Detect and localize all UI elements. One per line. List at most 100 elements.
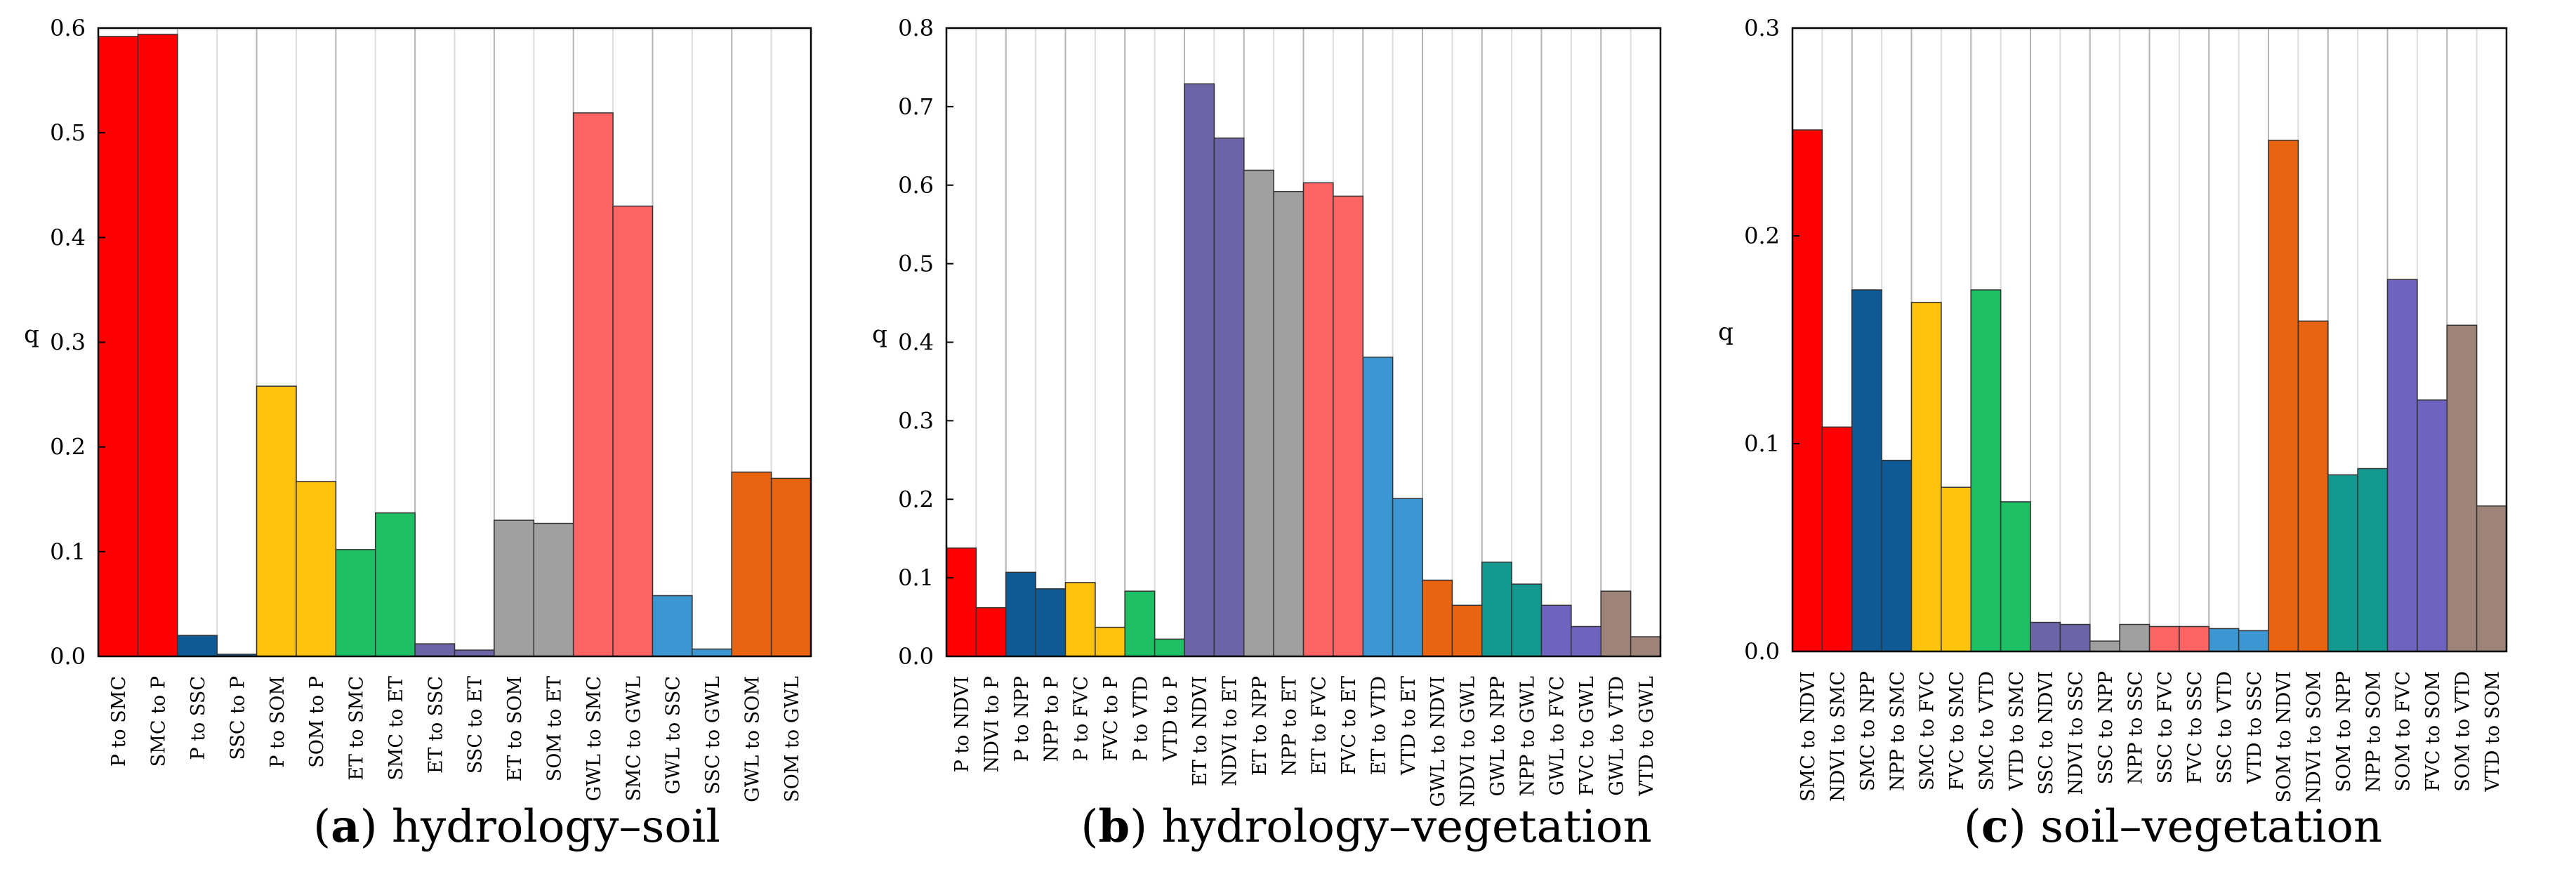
bar-fvc-to-p	[1095, 626, 1125, 657]
bar-vtd-to-gwl	[1630, 636, 1661, 657]
x-tick-label: ET to NDVI	[1189, 676, 1211, 786]
bar-smc-to-npp	[1851, 289, 1882, 652]
x-tick-label: VTD to GWL	[1636, 676, 1658, 797]
chart-panel-b: 0.0 0.1 0.2 0.3 0.4 0.5 0.6 0.7 0.8 q P to NDVI NDV…	[872, 15, 1662, 807]
x-tick-label: SOM to ET	[543, 676, 565, 781]
bar-ssc-to-fvc	[2148, 625, 2180, 652]
x-tick-label: P to SSC	[187, 676, 209, 760]
bar-ndvi-to-et	[1213, 137, 1245, 657]
bar-smc-to-fvc	[1910, 301, 1942, 652]
bar-vtd-to-som	[2476, 505, 2507, 652]
x-tick-label: SMC to NDVI	[1797, 671, 1819, 802]
bar-fvc-to-ssc	[2179, 625, 2210, 652]
x-tick-label: NPP to ET	[1279, 676, 1300, 776]
bar-et-to-ssc	[414, 643, 456, 657]
x-tick-label: GWL to SMC	[583, 676, 605, 801]
x-tick-label: SSC to ET	[465, 676, 487, 774]
y-tick-label: 0.0	[1744, 638, 1780, 665]
x-tick-label: SOM to NDVI	[2273, 671, 2295, 803]
x-tick-label: SMC to GWL	[623, 676, 645, 801]
bar-vtd-to-et	[1392, 498, 1423, 657]
bar-som-to-gwl	[770, 477, 812, 657]
bar-et-to-ndvi	[1184, 83, 1215, 657]
y-tick-label: 0.1	[1744, 430, 1780, 457]
bar-ndvi-to-ssc	[2059, 623, 2091, 652]
x-tick-label: NPP to SMC	[1887, 671, 1908, 791]
bar-p-to-ssc	[177, 635, 218, 657]
y-tick-label: 0.1	[50, 538, 86, 565]
bar-ssc-to-vtd	[2208, 628, 2240, 652]
bar-som-to-fvc	[2386, 279, 2418, 652]
bar-smc-to-et	[374, 512, 416, 657]
x-tick-label: FVC to GWL	[1576, 676, 1598, 795]
y-axis-label: q	[872, 321, 887, 349]
x-tick-label: NDVI to ET	[1220, 676, 1241, 786]
x-tick-label: SMC to VTD	[1976, 671, 1997, 790]
bar-som-to-p	[296, 481, 337, 657]
bar-et-to-som	[494, 519, 535, 657]
x-tick-label: SSC to VTD	[2214, 671, 2235, 784]
y-tick-label: 0.4	[50, 224, 86, 251]
y-tick-label: 0.2	[1744, 223, 1780, 249]
x-tick-label: P to NDVI	[951, 676, 973, 772]
x-tick-label: FVC to SSC	[2184, 671, 2206, 783]
x-tick-label: P to SOM	[267, 676, 289, 768]
x-tick-label: GWL to VTD	[1606, 676, 1627, 796]
chart-panel-c: 0.0 0.1 0.2 0.3 q SMC to NDVI NDVI to SMC SMC t…	[1718, 15, 2508, 803]
bar-fvc-to-gwl	[1571, 625, 1601, 657]
y-tick-label: 0.3	[1744, 15, 1780, 41]
plot-frame	[1791, 27, 2508, 653]
y-axis-label: q	[24, 321, 39, 349]
bar-gwl-to-vtd	[1600, 590, 1632, 657]
y-tick-label: 0.1	[898, 564, 934, 591]
x-tick-label: NDVI to GWL	[1458, 676, 1479, 807]
bar-p-to-vtd	[1124, 590, 1156, 657]
y-tick-label: 0.2	[50, 434, 86, 461]
bar-et-to-smc	[335, 549, 376, 657]
bar-npp-to-som	[2357, 468, 2389, 652]
bar-npp-to-et	[1273, 190, 1304, 657]
bar-vtd-to-p	[1154, 638, 1185, 657]
x-tick-label: SSC to FVC	[2155, 671, 2177, 783]
caption-a: (a) hydrology–soil	[313, 800, 720, 853]
x-tick-label: VTD to P	[1160, 676, 1182, 762]
bar-gwl-to-som	[731, 471, 772, 657]
x-tick-label: P to NPP	[1011, 676, 1033, 762]
x-tick-label: ET to SSC	[425, 676, 447, 774]
bar-smc-to-gwl	[612, 205, 654, 657]
bar-p-to-fvc	[1064, 582, 1096, 657]
bar-ndvi-to-p	[975, 607, 1007, 657]
bar-p-to-som	[256, 385, 297, 657]
bar-ndvi-to-som	[2297, 320, 2329, 652]
bar-p-to-npp	[1005, 571, 1036, 657]
bar-smc-to-vtd	[1970, 289, 2002, 652]
bar-vtd-to-smc	[2000, 501, 2031, 652]
y-tick-label: 0.3	[898, 407, 934, 434]
x-tick-label: NPP to P	[1041, 676, 1062, 762]
y-axis-label: q	[1718, 318, 1733, 346]
y-tick-label: 0.7	[898, 93, 934, 120]
x-tick-label: NPP to SSC	[2125, 671, 2146, 784]
x-tick-label: FVC to SOM	[2422, 671, 2444, 791]
bar-gwl-to-ssc	[652, 595, 693, 657]
x-tick-label: GWL to FVC	[1547, 676, 1568, 795]
y-tick-label: 0.5	[50, 119, 86, 146]
bar-fvc-to-som	[2417, 399, 2448, 652]
bar-p-to-ndvi	[946, 547, 977, 657]
x-tick-label: SMC to FVC	[1917, 671, 1938, 790]
bar-som-to-et	[533, 522, 574, 657]
x-tick-label: FVC to ET	[1338, 676, 1360, 775]
chart-panel-a: 0.0 0.1 0.2 0.3 0.4 0.5 0.6 q P to SMC SMC to P P …	[24, 15, 812, 802]
x-tick-label: SSC to GWL	[702, 676, 724, 795]
bar-ssc-to-gwl	[692, 648, 732, 657]
x-tick-label: ET to SMC	[346, 676, 368, 781]
x-tick-label: NDVI to P	[982, 676, 1003, 772]
bar-et-to-fvc	[1302, 182, 1334, 657]
x-tick-label: FVC to SMC	[1946, 671, 1968, 790]
y-tick-label: 0.4	[898, 329, 934, 356]
x-tick-label: P to VTD	[1130, 676, 1151, 762]
x-tick-label: GWL to NDVI	[1427, 676, 1449, 807]
bar-som-to-vtd	[2446, 324, 2478, 652]
y-tick-label: 0.3	[50, 329, 86, 356]
